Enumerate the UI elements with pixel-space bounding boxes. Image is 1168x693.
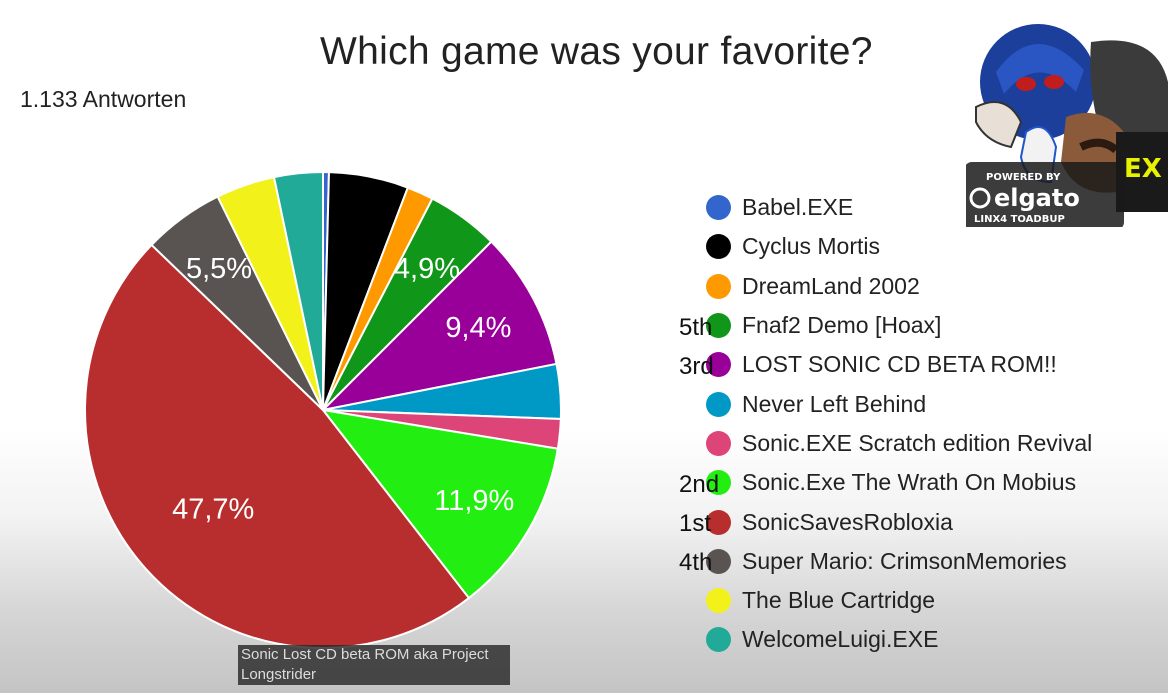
pie-slice: [272, 170, 324, 411]
rank-annotation: 1st: [679, 509, 712, 537]
legend-item: 1st SonicSavesRobloxia: [679, 502, 1092, 541]
legend-swatch: [706, 548, 731, 574]
legend-label: Babel.EXE: [742, 194, 854, 221]
legend-label: The Blue Cartridge: [742, 587, 936, 614]
legend-item: DreamLand 2002: [706, 267, 1092, 306]
video-caption: Sonic Lost CD beta ROM aka Project Longs…: [238, 645, 510, 685]
chart-legend: Babel.EXE Cyclus Mortis DreamLand 2002 5th F…: [679, 188, 1092, 660]
rank-annotation: 5th: [679, 313, 713, 341]
legend-label: DreamLand 2002: [742, 272, 920, 299]
legend-label: Sonic.EXE Scratch edition Revival: [742, 429, 1093, 456]
overlay-badge-text: EX CHALL: [1124, 154, 1168, 184]
rank-annotation: 3rd: [679, 352, 714, 380]
rank-annotation: 2nd: [679, 470, 720, 498]
slice-label: 47,7%: [172, 494, 254, 526]
legend-swatch: [706, 588, 731, 614]
overlay-brand: elgato: [994, 184, 1080, 212]
slice-label: 4,9%: [394, 253, 460, 285]
slice-label: 9,4%: [445, 312, 511, 344]
legend-label: LOST SONIC CD BETA ROM!!: [742, 351, 1057, 378]
legend-swatch: [706, 313, 731, 339]
legend-item: Never Left Behind: [706, 384, 1092, 423]
legend-label: WelcomeLuigi.EXE: [742, 626, 939, 653]
overlay-credits: LINX4 TOADBUP: [974, 214, 1065, 225]
legend-item: Babel.EXE: [706, 188, 1092, 227]
pie-slice: [320, 408, 559, 600]
legend-swatch: [706, 234, 731, 260]
legend-swatch: [706, 195, 731, 221]
rank-annotation: 4th: [679, 549, 713, 577]
pie-chart: 4,9% 9,4% 11,9% 47,7% 5,5%: [84, 170, 562, 649]
overlay-powered-by: POWERED BY: [986, 172, 1061, 183]
legend-item: 2nd Sonic.Exe The Wrath On Mobius: [679, 463, 1092, 502]
pie-slice: [84, 243, 471, 649]
streamer-overlay-image: EX CHALL POWERED BY elgato LINX4 TOADBUP: [966, 22, 1168, 227]
legend-swatch: [706, 627, 731, 653]
response-count: 1.133 Antworten: [20, 86, 187, 112]
legend-item: 5th Fnaf2 Demo [Hoax]: [679, 306, 1092, 345]
legend-swatch: [706, 391, 731, 417]
legend-item: Sonic.EXE Scratch edition Revival: [706, 424, 1092, 463]
legend-item: 4th Super Mario: CrimsonMemories: [679, 542, 1092, 581]
chart-title: Which game was your favorite?: [320, 30, 873, 73]
legend-item: 3rd LOST SONIC CD BETA ROM!!: [679, 345, 1092, 384]
legend-item: Cyclus Mortis: [706, 227, 1092, 266]
legend-label: Sonic.Exe The Wrath On Mobius: [742, 469, 1077, 496]
legend-swatch: [706, 470, 731, 496]
legend-swatch: [706, 352, 731, 378]
slice-label: 11,9%: [434, 485, 514, 517]
legend-label: Never Left Behind: [742, 390, 927, 417]
pie-slice: [319, 240, 558, 412]
slice-label: 5,5%: [186, 253, 252, 285]
legend-label: Cyclus Mortis: [742, 233, 881, 260]
legend-item: The Blue Cartridge: [706, 581, 1092, 620]
legend-item: WelcomeLuigi.EXE: [706, 620, 1092, 659]
legend-swatch: [706, 509, 731, 535]
legend-swatch: [706, 273, 731, 299]
legend-label: SonicSavesRobloxia: [742, 508, 953, 535]
legend-label: Super Mario: CrimsonMemories: [742, 547, 1067, 574]
legend-swatch: [706, 430, 731, 456]
legend-label: Fnaf2 Demo [Hoax]: [742, 312, 942, 339]
